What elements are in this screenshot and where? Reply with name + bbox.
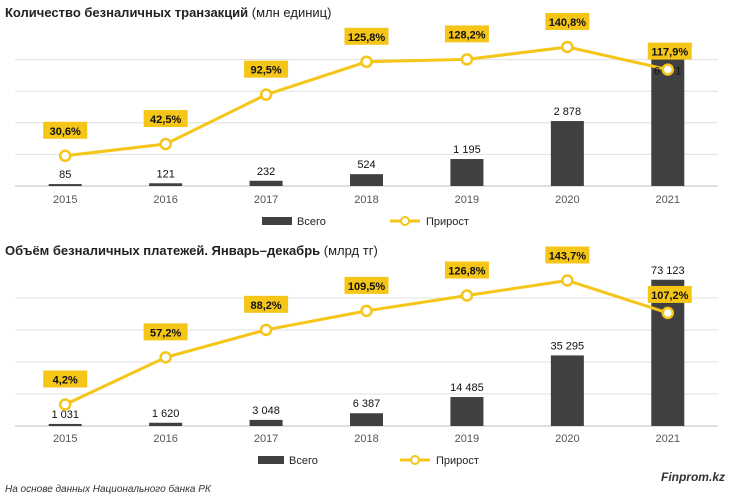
chart1-title-unit: (млн единиц) (248, 5, 332, 20)
chart2-legend-line-marker (410, 455, 420, 465)
chart2-x-tick-2021: 2021 (656, 433, 680, 445)
chart2-growth-label-box-2016 (143, 323, 188, 341)
chart2-title: Объём безналичных платежей. Январь–декаб… (5, 243, 378, 258)
chart1-growth-label-2021: 117,9% (651, 47, 688, 59)
chart1-growth-point-2018 (360, 55, 373, 69)
chart2-growth-label-box-2017 (244, 295, 289, 313)
chart2-bar-2020 (550, 355, 584, 426)
chart1-bar-2016 (149, 183, 183, 186)
chart1-legend-bar-swatch (262, 217, 292, 225)
chart1-growth-label-2016: 42,5% (150, 114, 181, 126)
chart1-growth-point-2016 (159, 137, 172, 151)
chart1-growth-label-box-2021 (647, 42, 692, 60)
chart2-growth-label-box-2015 (43, 370, 88, 388)
chart1-bar-2017 (249, 180, 283, 186)
chart1-legend-bar-label: Всего (297, 216, 326, 228)
chart2-growth-label-2021: 107,2% (651, 290, 689, 302)
chart2-bar-2018 (350, 413, 383, 426)
chart2-bar-label-2018: 6 387 (353, 398, 381, 410)
chart1-growth-label-box-2017 (244, 60, 289, 78)
chart2-growth-point-2017 (259, 323, 273, 337)
chart2-bar-2016 (149, 422, 183, 426)
chart1-bar-2015 (48, 184, 82, 186)
chart1-bar-2018 (350, 174, 383, 186)
chart2-growth-point-2020 (561, 274, 574, 287)
chart2-growth-label-2015: 4,2% (53, 374, 78, 386)
chart2-growth-label-2020: 143,7% (549, 250, 587, 262)
chart2-growth-label-box-2018 (344, 276, 389, 294)
chart1-growth-label-box-2015 (43, 121, 88, 139)
chart1-growth-point-2017 (259, 88, 273, 101)
source-note: На основе данных Национального банка РК (5, 484, 211, 495)
chart2-growth-point-2016 (159, 351, 172, 364)
chart2-growth-label-2016: 57,2% (150, 327, 181, 339)
chart1-x-tick-2021: 2021 (656, 194, 680, 206)
chart1-x-tick-2017: 2017 (254, 194, 278, 206)
chart2-bar-label-2016: 1 620 (152, 408, 180, 420)
chart1-x-tick-2020: 2020 (555, 194, 579, 206)
chart1-growth-label-2017: 92,5% (250, 65, 281, 77)
chart1-growth-label-2018: 125,8% (348, 32, 386, 44)
chart2-growth-point-2018 (360, 304, 373, 318)
chart1-growth-point-2015 (58, 149, 72, 163)
chart2-bar-label-2019: 14 485 (450, 382, 484, 394)
chart1-x-tick-2018: 2018 (354, 194, 378, 206)
chart1-growth-label-2015: 30,6% (50, 126, 81, 138)
chart1-bar-2019 (450, 159, 484, 186)
chart1-growth-label-2020: 140,8% (549, 17, 587, 29)
chart2-bar-label-2020: 35 295 (551, 340, 585, 352)
chart2-x-tick-2017: 2017 (254, 433, 278, 445)
chart2-legend-bar-label: Всего (289, 455, 318, 467)
chart1-growth-label-box-2016 (143, 110, 188, 128)
chart1-bar-label-2016: 121 (156, 168, 174, 180)
chart2-bar-label-2021: 73 123 (651, 265, 685, 277)
chart2-bar-2015 (48, 423, 82, 426)
chart1-x-tick-2015: 2015 (53, 194, 77, 206)
chart2-title-main: Объём безналичных платежей. Январь–декаб… (5, 243, 321, 258)
chart2-growth-label-box-2019 (444, 261, 489, 279)
chart1-bar-label-2018: 524 (357, 159, 375, 171)
chart1-growth-label-box-2020 (545, 12, 590, 30)
chart2-x-tick-2016: 2016 (153, 433, 177, 445)
chart1-bar-2020 (550, 121, 584, 186)
chart2-x-tick-2020: 2020 (555, 433, 579, 445)
chart1-legend-line-marker (400, 216, 410, 226)
chart1-growth-point-2020 (561, 40, 574, 54)
chart1-bar-label-2017: 232 (257, 166, 275, 178)
chart2-growth-point-2015 (58, 398, 72, 411)
chart2-legend-line-label: Прирост (436, 455, 479, 467)
chart1-x-tick-2016: 2016 (153, 194, 177, 206)
chart1-bar-label-2019: 1 195 (453, 144, 481, 156)
chart2-bar-2019 (450, 397, 484, 426)
chart2-growth-label-box-2021 (647, 285, 692, 303)
chart2-growth-label-box-2020 (545, 246, 590, 264)
chart1-title: Количество безналичных транзакций (млн е… (5, 5, 331, 20)
chart1-title-main: Количество безналичных транзакций (5, 5, 249, 20)
chart2-bar-2017 (249, 419, 283, 426)
chart1-growth-label-box-2018 (344, 27, 389, 45)
chart2-growth-label-2019: 126,8% (448, 266, 486, 278)
chart2-growth-label-2018: 109,5% (348, 281, 386, 293)
chart2-growth-point-2021 (661, 306, 675, 320)
chart1-bar-label-2015: 85 (59, 169, 71, 181)
chart1-growth-point-2021 (661, 63, 675, 76)
chart2-x-tick-2019: 2019 (455, 433, 479, 445)
chart2-bar-2021 (651, 279, 685, 426)
chart1-x-tick-2019: 2019 (455, 194, 479, 206)
chart2-title-unit: (млрд тг) (320, 243, 378, 258)
chart1-bar-label-2020: 2 878 (554, 106, 582, 118)
chart1-legend-line-label: Прирост (426, 216, 469, 228)
chart2-bar-label-2017: 3 048 (252, 405, 280, 417)
chart2-legend-bar-swatch (258, 456, 284, 464)
chart1-growth-label-2019: 128,2% (448, 29, 486, 41)
chart2-growth-label-2017: 88,2% (250, 300, 281, 312)
chart1-growth-point-2019 (460, 53, 474, 66)
brand-logo: Finprom.kz (660, 470, 725, 484)
chart2-bar-label-2015: 1 031 (51, 409, 79, 421)
chart2-growth-point-2019 (460, 289, 474, 302)
chart1-growth-label-box-2019 (444, 25, 489, 43)
chart2-x-tick-2015: 2015 (53, 433, 77, 445)
chart2-x-tick-2018: 2018 (354, 433, 378, 445)
